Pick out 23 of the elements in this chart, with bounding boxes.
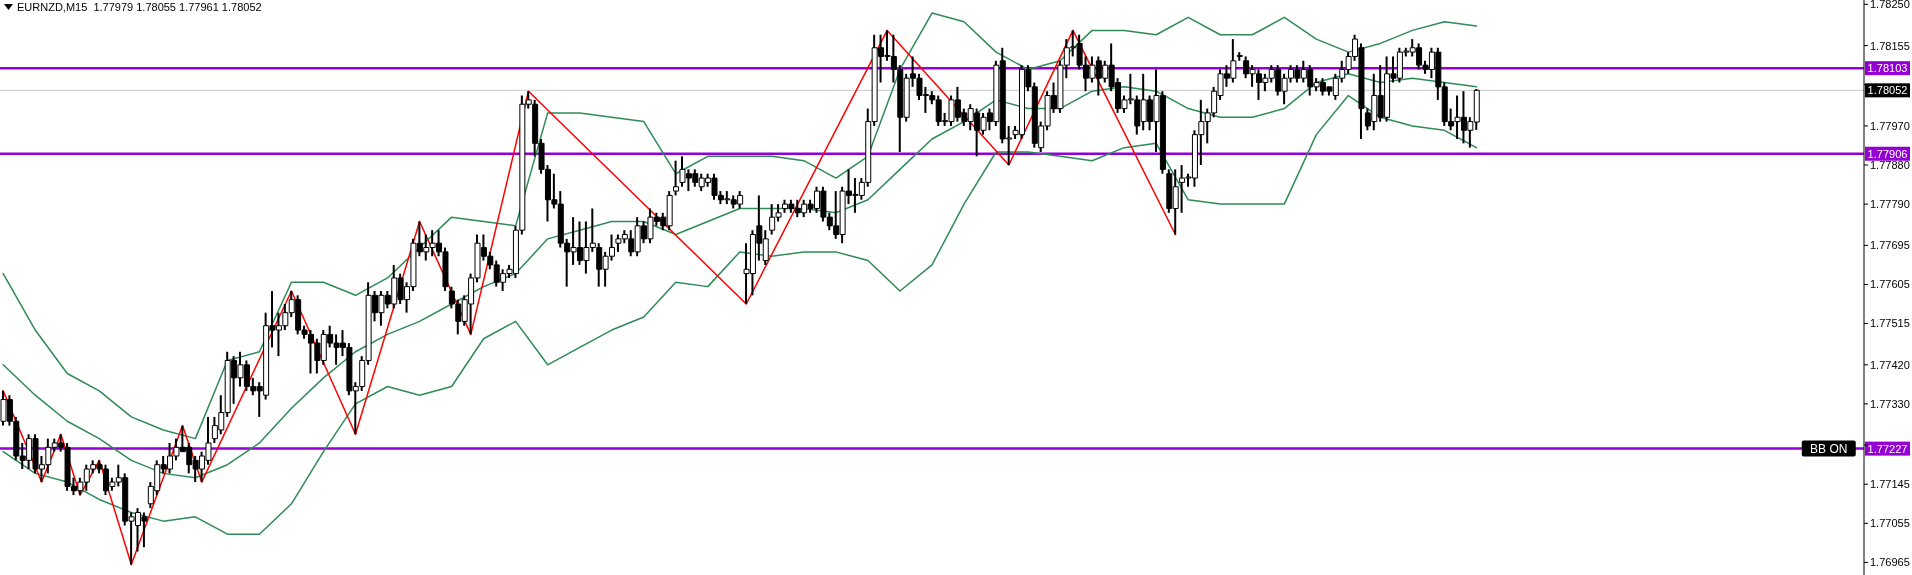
y-tick-label: 1.77515 bbox=[1870, 317, 1910, 330]
annotation: BB ON bbox=[1810, 442, 1848, 457]
y-tick-label: 1.77790 bbox=[1870, 198, 1910, 211]
ref-line-label: 1.77906 bbox=[1867, 147, 1908, 160]
line-series bbox=[2, 73, 1478, 479]
chart-title: EURNZD,M15 1.77979 1.78055 1.77961 1.78052 bbox=[17, 1, 262, 13]
y-tick-label: 1.77420 bbox=[1870, 358, 1910, 371]
y-tick-label: 1.76965 bbox=[1870, 556, 1910, 569]
y-tick-label: 1.78155 bbox=[1870, 39, 1910, 52]
line-series bbox=[2, 12, 1478, 440]
y-tick-label: 1.78250 bbox=[1870, 0, 1910, 11]
line-series bbox=[2, 94, 1478, 535]
y-tick-label: 1.77330 bbox=[1870, 397, 1910, 410]
ref-line-label: 1.78052 bbox=[1867, 84, 1908, 97]
y-tick-label: 1.77055 bbox=[1870, 517, 1910, 530]
ref-line-label: 1.77227 bbox=[1867, 442, 1908, 455]
y-tick-label: 1.77695 bbox=[1870, 239, 1910, 252]
y-tick-label: 1.77970 bbox=[1870, 119, 1910, 132]
ref-line-label: 1.78103 bbox=[1867, 62, 1908, 75]
line-series bbox=[2, 29, 1177, 566]
y-tick-label: 1.77145 bbox=[1870, 478, 1910, 491]
y-tick-label: 1.77880 bbox=[1870, 158, 1910, 171]
y-tick-label: 1.77605 bbox=[1870, 278, 1910, 291]
